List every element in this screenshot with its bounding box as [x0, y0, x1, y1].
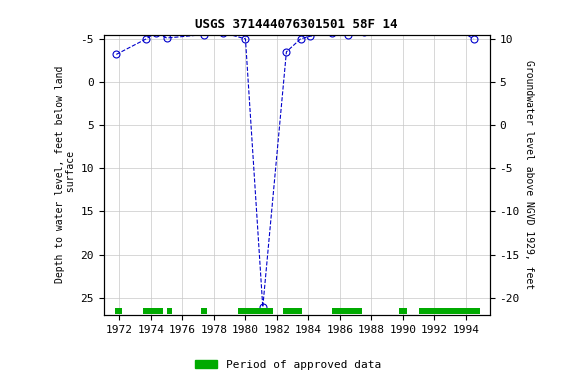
Y-axis label: Groundwater level above NGVD 1929, feet: Groundwater level above NGVD 1929, feet	[524, 60, 534, 289]
Bar	[399, 308, 407, 314]
Bar	[143, 308, 163, 314]
Legend: Period of approved data: Period of approved data	[191, 356, 385, 375]
Bar	[237, 308, 273, 314]
Bar	[116, 308, 122, 314]
Bar	[419, 308, 480, 314]
Bar	[168, 308, 172, 314]
Bar	[200, 308, 207, 314]
Title: USGS 371444076301501 58F 14: USGS 371444076301501 58F 14	[195, 18, 398, 31]
Y-axis label: Depth to water level, feet below land
 surface: Depth to water level, feet below land su…	[55, 66, 76, 283]
Bar	[332, 308, 362, 314]
Bar	[283, 308, 302, 314]
